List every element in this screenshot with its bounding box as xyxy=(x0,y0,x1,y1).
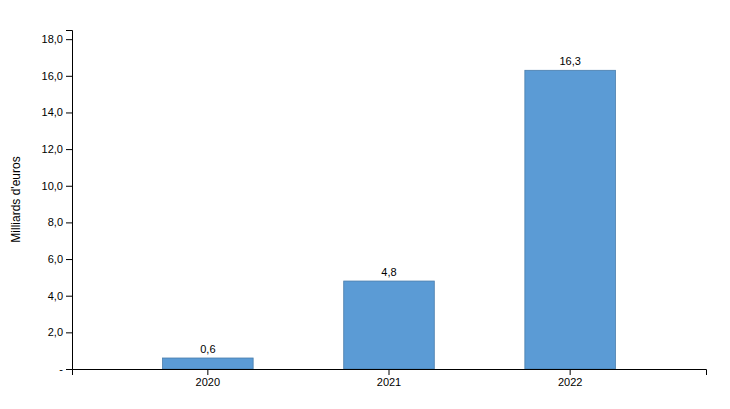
y-tick-label: 16,0 xyxy=(42,70,63,82)
y-tick: 12,0 xyxy=(42,143,72,155)
data-label: 4,8 xyxy=(381,266,396,278)
bars xyxy=(163,70,616,369)
x-tick-label: 2020 xyxy=(196,376,220,388)
x-tick: 2021 xyxy=(377,369,401,388)
y-tick-mark xyxy=(66,296,72,297)
y-tick: 6,0 xyxy=(48,253,72,265)
y-tick-label: 12,0 xyxy=(42,143,63,155)
x-tick: 2022 xyxy=(558,369,582,388)
y-axis-title: Milliards d'euros xyxy=(9,156,23,242)
y-tick: 18,0 xyxy=(42,33,72,45)
y-tick-mark xyxy=(66,222,72,223)
y-axis: - 2,0 4,0 6,0 8,0 10,0 12,0 14,0 16,0 18,0 xyxy=(42,31,73,376)
y-tick-mark xyxy=(66,259,72,260)
plot: -2,04,06,08,010,012,014,016,018,02020202… xyxy=(42,31,707,388)
y-tick-label: 4,0 xyxy=(48,290,63,302)
x-axis-line xyxy=(73,370,707,376)
y-tick: 4,0 xyxy=(48,290,72,302)
y-tick: - xyxy=(59,363,72,375)
bar xyxy=(525,70,616,369)
y-tick-label: 14,0 xyxy=(42,106,63,118)
y-tick-label: 18,0 xyxy=(42,33,63,45)
y-tick-label: 8,0 xyxy=(48,216,63,228)
bar xyxy=(344,281,435,369)
x-tick-mark xyxy=(570,369,571,375)
y-tick-mark xyxy=(66,149,72,150)
y-axis-line xyxy=(66,31,73,370)
data-labels: 0,6 4,8 16,3 xyxy=(200,55,581,355)
y-tick: 14,0 xyxy=(42,106,72,118)
x-tick: 2020 xyxy=(196,369,220,388)
y-tick: 2,0 xyxy=(48,326,72,338)
y-tick-mark xyxy=(66,332,72,333)
y-tick-label: 10,0 xyxy=(42,180,63,192)
chart: -2,04,06,08,010,012,014,016,018,02020202… xyxy=(0,0,730,409)
data-label: 16,3 xyxy=(559,55,580,67)
bar xyxy=(163,358,254,369)
y-tick-label: 2,0 xyxy=(48,326,63,338)
y-tick-mark xyxy=(66,76,72,77)
y-tick: 8,0 xyxy=(48,216,72,228)
y-tick-mark xyxy=(66,186,72,187)
x-axis: 2020 2021 2022 xyxy=(73,369,707,388)
y-tick-mark xyxy=(66,39,72,40)
data-label: 0,6 xyxy=(200,343,215,355)
y-tick-label: 6,0 xyxy=(48,253,63,265)
x-tick-mark xyxy=(389,369,390,375)
y-tick-mark xyxy=(66,112,72,113)
y-tick-mark xyxy=(66,369,72,370)
x-tick-label: 2022 xyxy=(558,376,582,388)
y-tick: 10,0 xyxy=(42,180,72,192)
y-tick: 16,0 xyxy=(42,70,72,82)
x-tick-label: 2021 xyxy=(377,376,401,388)
y-tick-label: - xyxy=(59,363,63,375)
x-tick-mark xyxy=(207,369,208,375)
